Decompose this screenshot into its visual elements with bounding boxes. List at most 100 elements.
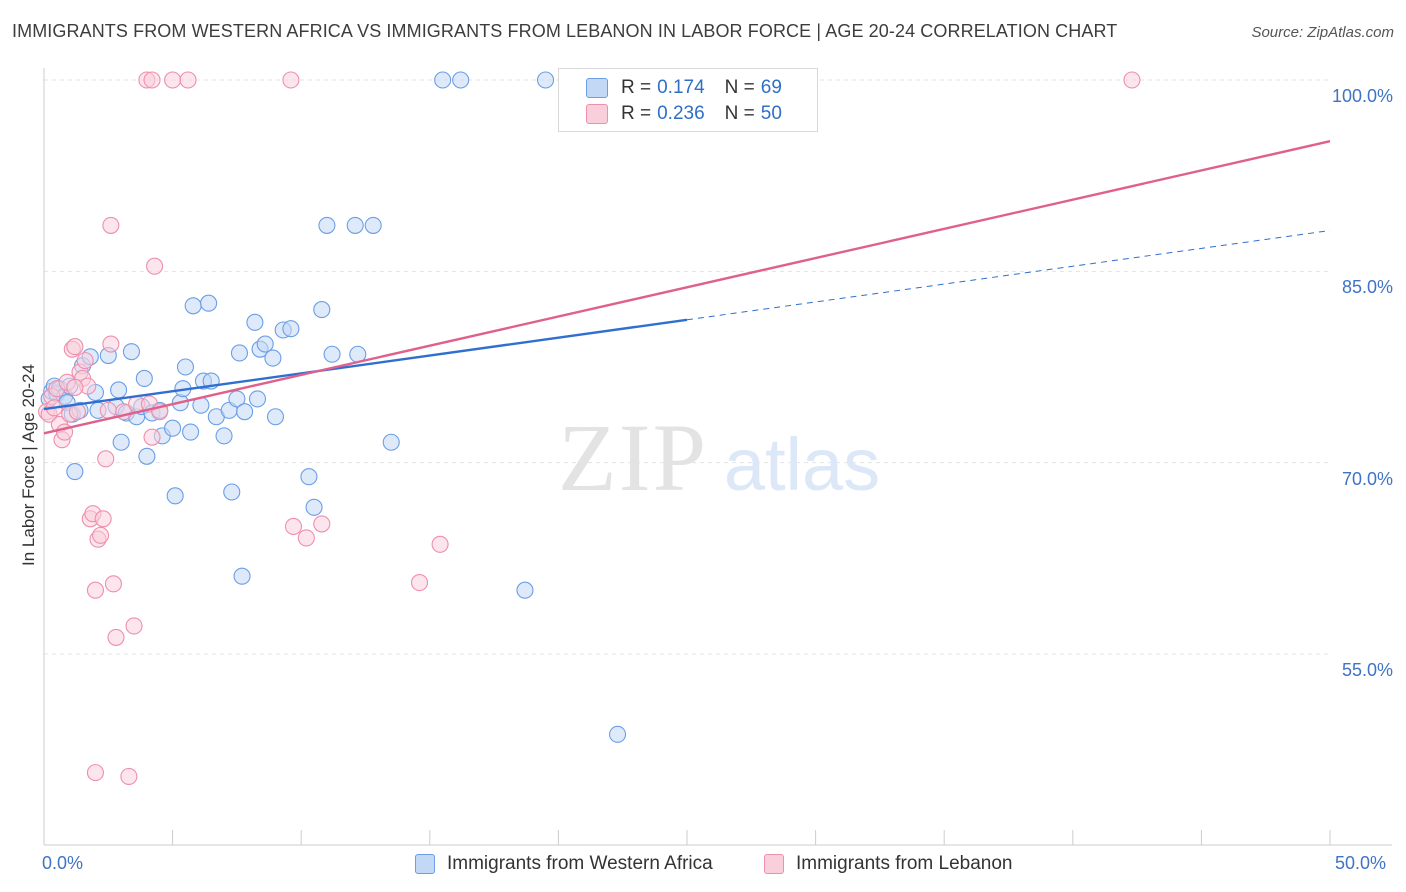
point-western-africa: [233, 567, 251, 585]
axes: [43, 68, 1392, 846]
n-value: 69: [760, 77, 782, 98]
point-lebanon: [297, 529, 315, 547]
trend-extension-western-africa: [686, 230, 1331, 321]
y-tick-label: 85.0%: [1341, 277, 1393, 298]
point-lebanon: [76, 352, 94, 370]
y-tick-label: 55.0%: [1341, 660, 1393, 680]
n-label: N =: [724, 77, 755, 98]
r-value: 0.236: [657, 103, 705, 124]
point-western-africa: [215, 427, 233, 445]
point-lebanon: [92, 526, 110, 544]
legend-swatch-blue: [415, 854, 435, 874]
chart-title: IMMIGRANTS FROM WESTERN AFRICA VS IMMIGR…: [12, 21, 1118, 41]
point-western-africa: [248, 390, 267, 408]
point-western-africa: [228, 390, 246, 408]
source-label: Source: ZipAtlas.com: [1251, 24, 1394, 41]
point-western-africa: [609, 725, 627, 743]
point-western-africa: [256, 335, 274, 353]
point-lebanon: [86, 581, 104, 599]
y-tick-label: 70.0%: [1341, 468, 1393, 489]
point-lebanon: [1123, 71, 1141, 89]
point-lebanon: [431, 535, 449, 553]
point-western-africa: [452, 71, 470, 89]
point-western-africa: [434, 71, 452, 89]
point-lebanon: [313, 515, 331, 533]
x-tick-label-max: 50.0%: [1335, 853, 1387, 873]
point-lebanon: [97, 450, 115, 468]
point-western-africa: [246, 313, 264, 331]
data-points: [38, 71, 1141, 786]
legend-swatch-blue: [586, 78, 608, 98]
point-western-africa: [264, 349, 282, 367]
point-western-africa: [323, 345, 341, 363]
point-western-africa: [135, 369, 153, 388]
point-lebanon: [143, 71, 161, 89]
point-lebanon: [102, 335, 120, 353]
legend-label-western-africa: Immigrants from Western Africa: [447, 853, 713, 874]
point-western-africa: [318, 216, 336, 234]
point-lebanon: [86, 764, 104, 782]
point-lebanon: [179, 71, 197, 89]
legend-swatch-pink: [586, 104, 608, 124]
trend-lines: [43, 140, 1331, 435]
legend-row-western-africa: R = 0.174 N = 69: [586, 76, 782, 100]
point-western-africa: [223, 483, 241, 501]
point-western-africa: [122, 343, 140, 361]
point-western-africa: [300, 468, 318, 486]
point-western-africa: [346, 216, 364, 234]
r-value: 0.174: [657, 77, 705, 98]
point-western-africa: [266, 408, 285, 426]
legend-swatch-pink: [764, 854, 784, 874]
point-western-africa: [110, 381, 128, 399]
point-western-africa: [382, 433, 400, 451]
x-tick-label-min: 0.0%: [42, 853, 84, 873]
legend-row-lebanon: R = 0.236 N = 50: [586, 102, 782, 126]
point-western-africa: [164, 419, 182, 437]
legend-item-western-africa: Immigrants from Western Africa: [415, 851, 713, 877]
point-lebanon: [164, 71, 182, 89]
point-lebanon: [282, 71, 300, 89]
point-western-africa: [176, 358, 195, 376]
point-lebanon: [66, 338, 84, 356]
watermark-zip: ZIP: [558, 404, 708, 511]
n-label: N =: [724, 103, 755, 124]
point-western-africa: [166, 487, 184, 505]
trend-line-lebanon: [43, 140, 1331, 435]
point-western-africa: [305, 498, 323, 516]
point-lebanon: [104, 575, 122, 593]
point-lebanon: [66, 378, 84, 396]
point-western-africa: [236, 403, 254, 421]
point-western-africa: [200, 294, 218, 312]
grid: [44, 79, 1330, 655]
point-lebanon: [99, 401, 117, 419]
point-western-africa: [184, 297, 202, 315]
point-western-africa: [138, 447, 156, 465]
point-western-africa: [364, 216, 382, 234]
point-western-africa: [536, 71, 555, 89]
point-lebanon: [125, 617, 143, 635]
point-lebanon: [102, 216, 120, 234]
point-western-africa: [516, 581, 534, 599]
point-lebanon: [410, 574, 429, 592]
point-western-africa: [313, 301, 331, 319]
point-lebanon: [146, 257, 164, 275]
correlation-legend: R = 0.174 N = 69 R = 0.236 N = 50: [558, 68, 818, 132]
point-lebanon: [120, 767, 138, 786]
watermark-atlas: atlas: [724, 423, 880, 506]
point-lebanon: [94, 510, 112, 528]
point-western-africa: [282, 320, 300, 338]
point-western-africa: [66, 463, 84, 481]
y-tick-label: 100.0%: [1331, 86, 1393, 106]
point-lebanon: [143, 428, 161, 446]
trend-line-western-africa: [43, 318, 688, 411]
point-western-africa: [112, 433, 130, 451]
watermark: ZIP atlas: [558, 404, 880, 511]
point-western-africa: [182, 423, 200, 441]
y-axis-label: In Labor Force | Age 20-24: [19, 364, 38, 566]
legend-label-lebanon: Immigrants from Lebanon: [796, 853, 1013, 874]
point-western-africa: [230, 344, 249, 362]
legend-item-lebanon: Immigrants from Lebanon: [764, 851, 1013, 877]
r-label: R =: [621, 103, 652, 124]
n-value: 50: [760, 103, 782, 124]
